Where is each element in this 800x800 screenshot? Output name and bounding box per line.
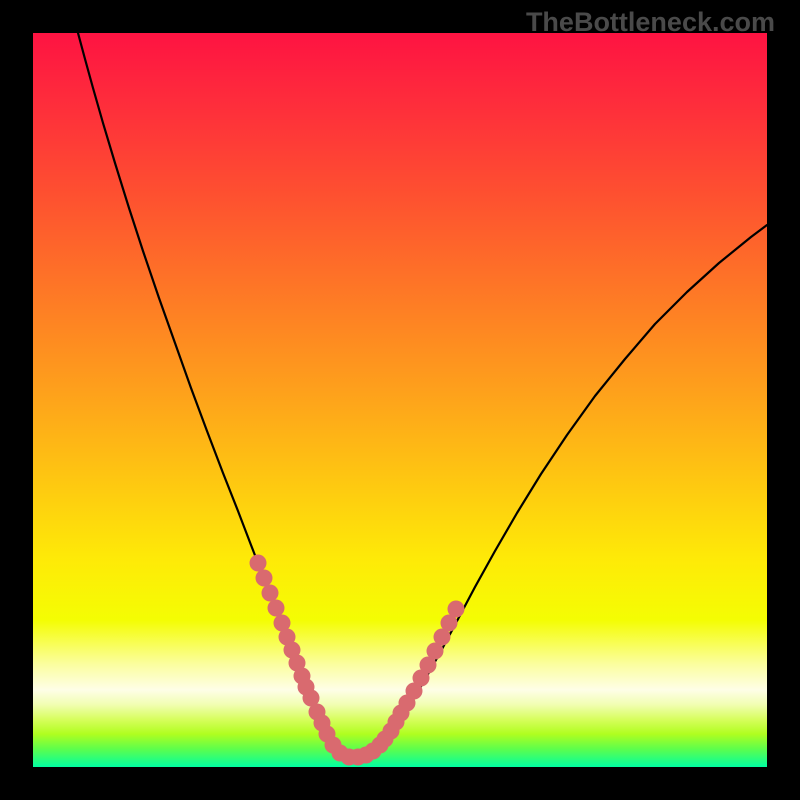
dot	[268, 600, 285, 617]
plot-area	[33, 33, 767, 767]
dots-group	[250, 555, 465, 766]
dot	[448, 601, 465, 618]
v-curve	[78, 33, 767, 757]
watermark-text: TheBottleneck.com	[526, 7, 775, 38]
dot	[262, 585, 279, 602]
dot	[256, 570, 273, 587]
dot	[250, 555, 267, 572]
stage: TheBottleneck.com	[0, 0, 800, 800]
curve-overlay	[33, 33, 767, 767]
